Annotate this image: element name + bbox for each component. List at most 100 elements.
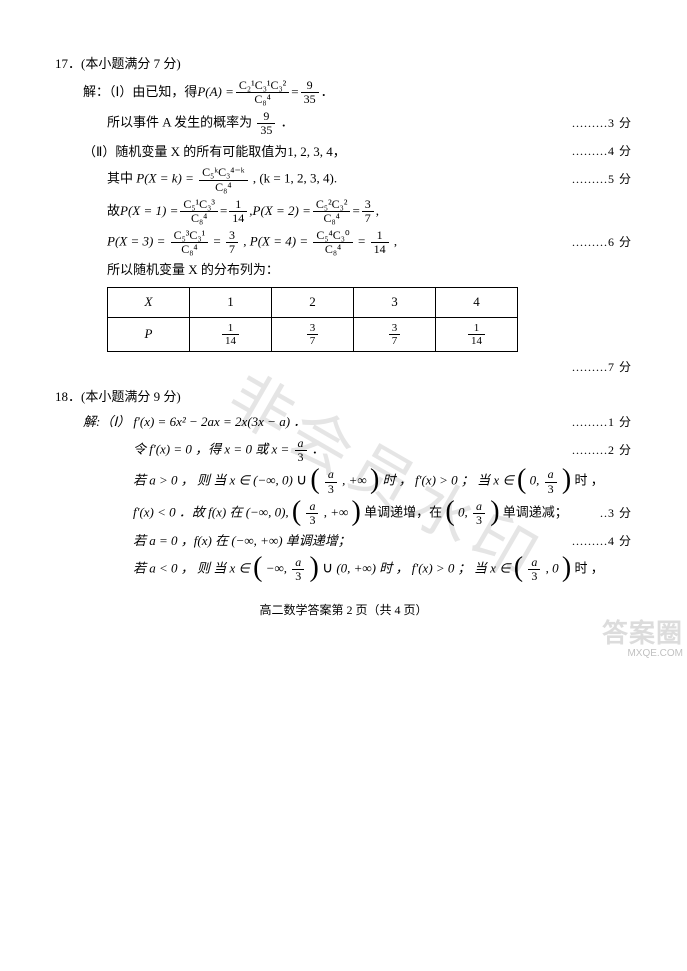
- q18-l3-a: 若 a > 0 ， 则 当 x ∈ (−∞, 0): [133, 473, 293, 488]
- q18-l6-a: 若 a < 0 ， 则 当 x ∈: [133, 561, 253, 576]
- q17-line2: 所以事件 A 发生的概率为 9 35 ． .........3 分: [55, 110, 632, 137]
- frac-den: C₈⁴: [251, 93, 273, 106]
- frac-num: C₅⁴C₃⁰: [313, 229, 352, 242]
- q18-l5: 若 a = 0 ，f(x) 在 (−∞, +∞) 单调递增； .........…: [55, 531, 632, 552]
- points-5: .........5 分: [572, 170, 632, 189]
- frac: a3: [545, 468, 557, 495]
- points-3b: ..3 分: [600, 504, 632, 523]
- q18-l4-a: f′(x) < 0 ．故 f(x) 在 (−∞, 0),: [133, 504, 292, 519]
- frac: a3: [325, 468, 337, 495]
- frac-num: 9: [260, 110, 272, 123]
- q17-l4-pre: 其中: [107, 171, 136, 186]
- px1-lhs: P(X = 1) =: [120, 201, 178, 222]
- frac-den: C₈⁴: [178, 243, 200, 256]
- frac-den: C₈⁴: [322, 243, 344, 256]
- q18-header: 18．(本小题满分 9 分): [55, 387, 632, 408]
- points-4b: .........4 分: [572, 532, 632, 551]
- frac-num: 3: [362, 198, 374, 211]
- points-2: .........2 分: [572, 441, 632, 460]
- q18-l1-text: 解:（Ⅰ） f′(x) = 6x² − 2ax = 2x(3x − a) ．: [83, 412, 306, 433]
- cup-icon: ∪: [322, 561, 333, 577]
- q18-l1: 解:（Ⅰ） f′(x) = 6x² − 2ax = 2x(3x − a) ． .…: [55, 412, 632, 433]
- q17-dist-label: 所以随机变量 X 的分布列为：: [55, 260, 632, 281]
- frac-den: C₈⁴: [188, 212, 210, 225]
- frac-num: C₅¹C₃³: [180, 198, 218, 211]
- pxk-frac: C₅ᵏC₃⁴⁻ᵏ C₈⁴: [199, 166, 247, 193]
- q17-line3: （Ⅱ）随机变量 X 的所有可能取值为1, 2, 3, 4， .........4…: [55, 142, 632, 163]
- lparen-icon: (: [292, 502, 301, 522]
- frac-num: C₅²C₃²: [313, 198, 351, 211]
- rparen-icon: ): [370, 470, 379, 490]
- table-row: X 1 2 3 4: [108, 288, 518, 318]
- px3-frac: C₅³C₃¹ C₈⁴: [171, 229, 209, 256]
- frac-den: C₈⁴: [320, 212, 342, 225]
- q18-l4: f′(x) < 0 ．故 f(x) 在 (−∞, 0), ( a3 , +∞ )…: [55, 500, 632, 527]
- frac-num: C₅ᵏC₃⁴⁻ᵏ: [199, 166, 247, 179]
- q18-l5-text: 若 a = 0 ，f(x) 在 (−∞, +∞) 单调递增；: [133, 531, 351, 552]
- text: −∞,: [266, 561, 291, 576]
- px2-res: 3 7: [362, 198, 374, 225]
- td: 2: [272, 288, 354, 318]
- frac-den: 7: [226, 243, 238, 256]
- frac-num: 1: [374, 229, 386, 242]
- period: ．: [321, 82, 334, 103]
- td: 4: [436, 288, 518, 318]
- px2-frac: C₅²C₃² C₈⁴: [313, 198, 351, 225]
- q18-l3-mid: 时 ， f′(x) > 0 ； 当 x ∈: [383, 473, 518, 488]
- td: 1: [190, 288, 272, 318]
- q18-l2: 令 f′(x) = 0 ，得 x = 0 或 x = a 3 ． .......…: [55, 437, 632, 464]
- td: 3: [354, 288, 436, 318]
- frac: a3: [528, 556, 540, 583]
- rparen-icon: ): [562, 470, 571, 490]
- q17-line6: P(X = 3) = C₅³C₃¹ C₈⁴ = 3 7 , P(X = 4) =…: [55, 229, 632, 256]
- tail: 单调递减；: [503, 504, 568, 519]
- text: , +∞: [342, 473, 367, 488]
- frac-num: C₂¹C₃¹C₃²: [236, 79, 289, 92]
- q17-line1: 解：（Ⅰ）由已知，得 P(A) = C₂¹C₃¹C₃² C₈⁴ = 9 35 ．: [55, 79, 632, 106]
- frac-num: 1: [232, 198, 244, 211]
- text: , +∞: [324, 504, 349, 519]
- tail: 时 ，: [574, 561, 603, 576]
- q17-l1-pre: 解：（Ⅰ）由已知，得: [83, 82, 197, 103]
- q17-header: 17．(本小题满分 7 分): [55, 54, 632, 75]
- frac: a3: [473, 500, 485, 527]
- lparen-icon: (: [445, 502, 454, 522]
- frac-den: 3: [295, 451, 307, 464]
- frac-den: 35: [257, 124, 275, 137]
- q18-l3: 若 a > 0 ， 则 当 x ∈ (−∞, 0) ∪ ( a3 , +∞ ) …: [55, 468, 632, 495]
- px3-res: 3 7: [226, 229, 238, 256]
- q18-l2-frac: a 3: [295, 437, 307, 464]
- frac: a3: [292, 556, 304, 583]
- th-p: P: [108, 318, 190, 352]
- lparen-icon: (: [517, 470, 526, 490]
- px2-lhs: P(X = 2) =: [253, 201, 311, 222]
- pxk-tail: , (k = 1, 2, 3, 4).: [253, 171, 337, 186]
- lparen-icon: (: [253, 558, 262, 578]
- frac-num: C₅³C₃¹: [171, 229, 209, 242]
- frac-num: a: [295, 437, 307, 450]
- q18-l6: 若 a < 0 ， 则 当 x ∈ ( −∞, a3 ) ∪ (0, +∞) 时…: [55, 556, 632, 583]
- th-x: X: [108, 288, 190, 318]
- px4-lhs: P(X = 4) =: [250, 234, 312, 249]
- table-row: P 114 37 37 114: [108, 318, 518, 352]
- q18-l4-mid: 单调递增，在: [364, 504, 445, 519]
- eq: =: [358, 234, 369, 249]
- rparen-icon: ): [352, 502, 361, 522]
- period: ．: [312, 442, 325, 457]
- points-1: .........1 分: [572, 413, 632, 432]
- q17-pts7: .........7 分: [55, 358, 632, 377]
- px4-res: 1 14: [371, 229, 389, 256]
- eq: =: [220, 201, 227, 222]
- frac-den: 7: [362, 212, 374, 225]
- frac-den: 14: [229, 212, 247, 225]
- rparen-icon: ): [310, 558, 319, 578]
- text: , 0: [546, 561, 559, 576]
- lparen-icon: (: [514, 558, 523, 578]
- td: 114: [436, 318, 518, 352]
- eq: =: [291, 82, 298, 103]
- q18-l6-mid: 时 ， f′(x) > 0 ； 当 x ∈: [379, 561, 514, 576]
- text: 0,: [530, 473, 543, 488]
- q17-l3: （Ⅱ）随机变量 X 的所有可能取值为1, 2, 3, 4，: [83, 142, 346, 163]
- q18-l2-pre: 令 f′(x) = 0 ，得 x = 0 或 x =: [133, 442, 293, 457]
- frac-num: 9: [304, 79, 316, 92]
